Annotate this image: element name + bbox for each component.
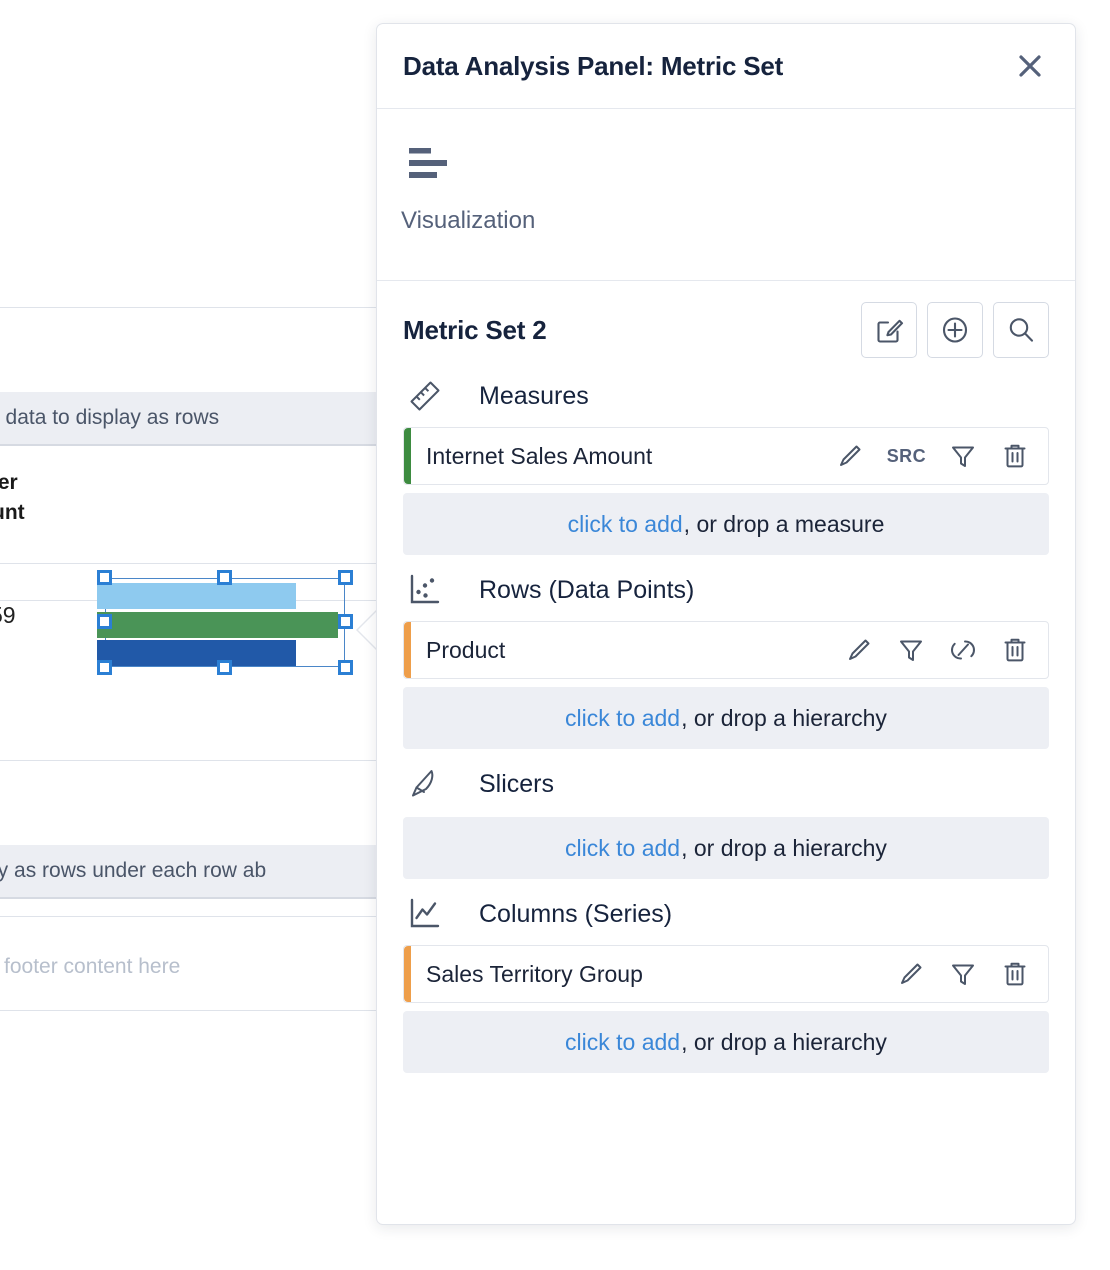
report-value-cell: 59: [0, 602, 16, 628]
rows-dropzone-text: , or drop a hierarchy: [681, 704, 887, 731]
report-divider: [0, 916, 390, 917]
columns-item-actions: [896, 959, 1030, 989]
trash-icon[interactable]: [1000, 635, 1030, 665]
rows-item-label: Product: [426, 636, 506, 663]
section-title-slicers: Slicers: [479, 769, 555, 798]
report-divider: [0, 563, 390, 564]
panel-body: Metric Set 2: [377, 281, 1075, 1073]
knife-icon: [403, 765, 447, 803]
bar-chart-icon[interactable]: [401, 139, 457, 187]
resize-handle-w[interactable]: [97, 614, 112, 629]
trash-icon[interactable]: [1000, 959, 1030, 989]
columns-dropzone-text: , or drop a hierarchy: [681, 1028, 887, 1055]
resize-handle-ne[interactable]: [338, 570, 353, 585]
section-title-columns: Columns (Series): [479, 899, 673, 928]
panel-pointer-notch: [358, 608, 380, 652]
selected-chart-object[interactable]: [97, 570, 353, 675]
section-header-columns: Columns (Series): [403, 889, 1049, 939]
measure-item-actions: SRC: [835, 441, 1030, 471]
rows-dropzone[interactable]: click to add, or drop a hierarchy: [403, 687, 1049, 749]
measure-dropzone[interactable]: click to add, or drop a measure: [403, 493, 1049, 555]
filter-icon[interactable]: [948, 441, 978, 471]
measure-item-row[interactable]: Internet Sales Amount SRC: [403, 427, 1049, 485]
background-report: p data to display as rows ler unt 59: [0, 0, 420, 1270]
report-divider: [0, 444, 390, 446]
visualization-section: Visualization: [377, 109, 1075, 281]
rows-item-row[interactable]: Product: [403, 621, 1049, 679]
report-footer-placeholder[interactable]: footer content here: [4, 955, 181, 978]
columns-item-label: Sales Territory Group: [426, 960, 643, 987]
panel-header: Data Analysis Panel: Metric Set: [377, 24, 1075, 109]
section-header-slicers: Slicers: [403, 759, 1049, 809]
trash-icon[interactable]: [1000, 441, 1030, 471]
chart-bar-green: [97, 612, 338, 638]
link-icon[interactable]: [948, 635, 978, 665]
resize-handle-nw[interactable]: [97, 570, 112, 585]
metric-set-header: Metric Set 2: [403, 302, 1049, 358]
report-rows-band: p data to display as rows: [0, 392, 390, 444]
filter-icon[interactable]: [896, 635, 926, 665]
pencil-icon[interactable]: [896, 959, 926, 989]
panel-title: Data Analysis Panel: Metric Set: [403, 50, 784, 81]
pencil-icon[interactable]: [835, 441, 865, 471]
rows-accent-bar: [404, 622, 411, 678]
columns-accent-bar: [404, 946, 411, 1002]
resize-handle-se[interactable]: [338, 660, 353, 675]
src-label[interactable]: SRC: [886, 445, 926, 466]
slicers-dropzone-text: , or drop a hierarchy: [681, 834, 887, 861]
measure-dropzone-text: , or drop a measure: [683, 510, 885, 537]
chart-bar-dark-blue: [97, 640, 296, 666]
line-chart-icon: [403, 895, 447, 933]
chart-bar-light-blue: [97, 583, 296, 609]
measure-accent-bar: [404, 428, 411, 484]
data-analysis-panel: Data Analysis Panel: Metric Set Visualiz…: [376, 23, 1076, 1225]
report-divider: [0, 897, 390, 899]
resize-handle-s[interactable]: [217, 660, 232, 675]
rows-item-actions: [844, 635, 1030, 665]
filter-icon[interactable]: [948, 959, 978, 989]
measure-item-label: Internet Sales Amount: [426, 442, 653, 469]
resize-handle-sw[interactable]: [97, 660, 112, 675]
resize-handle-e[interactable]: [338, 614, 353, 629]
search-icon[interactable]: [993, 302, 1049, 358]
columns-item-row[interactable]: Sales Territory Group: [403, 945, 1049, 1003]
plus-circle-icon[interactable]: [927, 302, 983, 358]
compose-icon[interactable]: [861, 302, 917, 358]
report-divider: [0, 307, 390, 308]
report-divider: [0, 760, 390, 761]
section-header-rows: Rows (Data Points): [403, 565, 1049, 615]
section-header-measures: Measures: [403, 371, 1049, 421]
section-title-rows: Rows (Data Points): [479, 575, 695, 604]
slicers-dropzone-link[interactable]: click to add: [565, 834, 681, 861]
report-column-header-line2: unt: [0, 500, 25, 524]
report-rows-band-text: p data to display as rows: [0, 406, 220, 429]
slicers-dropzone[interactable]: click to add, or drop a hierarchy: [403, 817, 1049, 879]
report-under-band: ay as rows under each row ab: [0, 845, 390, 897]
pencil-icon[interactable]: [844, 635, 874, 665]
section-title-measures: Measures: [479, 381, 589, 410]
columns-dropzone[interactable]: click to add, or drop a hierarchy: [403, 1011, 1049, 1073]
report-column-header: ler unt: [0, 468, 25, 528]
report-column-header-line1: ler: [0, 471, 18, 494]
measure-dropzone-link[interactable]: click to add: [567, 510, 683, 537]
close-icon[interactable]: [1011, 47, 1049, 85]
resize-handle-n[interactable]: [217, 570, 232, 585]
ruler-icon: [403, 377, 447, 415]
report-under-band-text: ay as rows under each row ab: [0, 859, 267, 882]
columns-dropzone-link[interactable]: click to add: [565, 1028, 681, 1055]
visualization-label: Visualization: [401, 207, 536, 234]
scatter-plot-icon: [403, 571, 447, 609]
metric-set-title: Metric Set 2: [403, 314, 547, 345]
rows-dropzone-link[interactable]: click to add: [565, 704, 681, 731]
report-divider: [0, 1010, 390, 1011]
